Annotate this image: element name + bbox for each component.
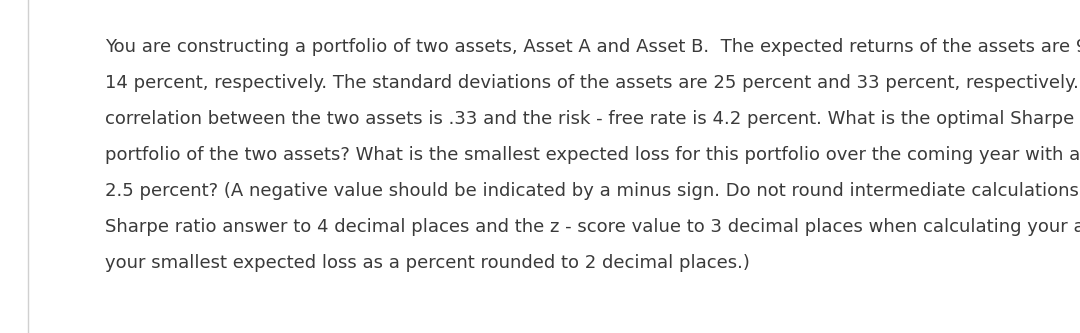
- Text: You are constructing a portfolio of two assets, Asset A and Asset B.  The expect: You are constructing a portfolio of two …: [105, 38, 1080, 56]
- Text: 2.5 percent? (A negative value should be indicated by a minus sign. Do not round: 2.5 percent? (A negative value should be…: [105, 182, 1080, 200]
- Text: portfolio of the two assets? What is the smallest expected loss for this portfol: portfolio of the two assets? What is the…: [105, 146, 1080, 164]
- Text: Sharpe ratio answer to 4 decimal places and the z - score value to 3 decimal pla: Sharpe ratio answer to 4 decimal places …: [105, 218, 1080, 236]
- Text: your smallest expected loss as a percent rounded to 2 decimal places.): your smallest expected loss as a percent…: [105, 254, 750, 272]
- Text: correlation between the two assets is .33 and the risk - free rate is 4.2 percen: correlation between the two assets is .3…: [105, 110, 1080, 128]
- Text: 14 percent, respectively. The standard deviations of the assets are 25 percent a: 14 percent, respectively. The standard d…: [105, 74, 1080, 92]
